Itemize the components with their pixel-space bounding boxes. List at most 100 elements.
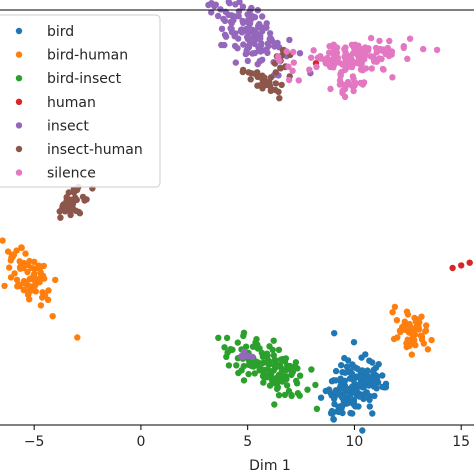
point-insect (232, 1, 239, 8)
x-axis-label: Dim 1 (249, 458, 291, 474)
point-insect-human (63, 193, 70, 201)
point-bird (335, 389, 342, 396)
legend-label: bird-insect (47, 71, 122, 87)
point-insect (235, 8, 243, 15)
point-bird (317, 394, 325, 401)
point-bird-human (40, 262, 47, 270)
point-insect (238, 352, 245, 360)
point-insect (257, 32, 264, 39)
point-human (458, 262, 465, 269)
point-silence (379, 65, 387, 73)
point-silence (356, 48, 363, 55)
point-insect (266, 35, 273, 43)
point-silence (362, 65, 370, 72)
point-silence (389, 74, 396, 81)
point-bird-human (423, 322, 430, 329)
point-bird-insect (279, 378, 286, 385)
point-insect (222, 33, 230, 40)
point-insect (240, 41, 247, 48)
series-silence (274, 34, 441, 101)
point-silence (326, 43, 333, 50)
point-bird-insect (269, 346, 276, 354)
legend-label: bird-human (47, 48, 128, 64)
point-insect-human (247, 76, 254, 83)
point-silence (308, 54, 315, 61)
point-silence (371, 58, 378, 65)
point-bird (337, 375, 344, 382)
point-bird-insect (275, 371, 283, 379)
point-bird-human (45, 287, 52, 294)
point-insect-human (272, 80, 279, 87)
series-bird (317, 330, 390, 434)
point-silence (342, 65, 349, 73)
point-bird-insect (283, 382, 291, 389)
point-insect (246, 20, 254, 27)
point-bird-human (30, 276, 38, 284)
point-insect (221, 17, 229, 25)
point-insect (226, 0, 233, 7)
point-silence (342, 54, 349, 62)
point-silence (337, 70, 344, 78)
point-insect-human (275, 88, 282, 96)
point-bird-insect (215, 334, 222, 341)
point-bird-insect (296, 372, 304, 379)
point-insect (243, 49, 250, 57)
point-silence (285, 63, 292, 70)
point-silence (313, 63, 320, 70)
point-bird (371, 392, 378, 400)
point-bird (357, 391, 364, 398)
x-tick-label: 10 (346, 434, 364, 450)
point-bird-human (22, 250, 29, 257)
series-bird-human (0, 237, 435, 358)
point-bird-human (424, 346, 432, 353)
point-bird (339, 384, 346, 391)
series-insect-human (56, 47, 294, 221)
point-silence (386, 37, 393, 45)
legend-marker (15, 122, 23, 129)
point-bird-insect (285, 387, 293, 395)
point-bird (332, 367, 340, 375)
point-bird (348, 370, 356, 377)
point-silence (290, 48, 297, 56)
point-bird (348, 399, 356, 407)
point-bird (350, 339, 358, 346)
point-silence (367, 34, 375, 42)
point-insect-human (83, 196, 90, 203)
point-bird-insect (293, 377, 300, 385)
point-silence (295, 77, 302, 84)
point-bird-insect (233, 362, 240, 369)
point-insect (227, 18, 235, 26)
point-bird-human (6, 264, 13, 271)
point-bird-insect (223, 334, 231, 342)
point-silence (365, 47, 372, 54)
point-insect-human (239, 68, 246, 76)
point-bird (369, 374, 376, 381)
point-bird-human (20, 286, 27, 294)
legend-item-bird: bird (15, 24, 74, 40)
point-bird-insect (259, 372, 267, 380)
point-bird-human (418, 313, 425, 320)
point-bird (335, 408, 342, 416)
legend-item-silence: silence (15, 166, 96, 182)
series-insect (205, 0, 314, 361)
legend-label: bird (47, 24, 74, 40)
point-insect (286, 36, 293, 44)
point-insect (217, 6, 224, 13)
point-silence (361, 56, 368, 63)
point-silence (333, 58, 340, 66)
point-silence (360, 79, 368, 86)
point-bird (354, 365, 361, 372)
point-insect-human (76, 210, 84, 217)
point-bird-insect (240, 362, 247, 370)
point-bird (359, 379, 366, 386)
point-bird-human (418, 333, 426, 340)
point-bird-human (37, 269, 44, 276)
point-insect (214, 12, 222, 20)
point-bird (374, 379, 382, 386)
point-bird-human (41, 275, 48, 282)
point-bird-human (31, 258, 38, 265)
point-silence (342, 44, 349, 51)
point-bird-insect (270, 337, 277, 344)
point-bird (366, 403, 373, 410)
